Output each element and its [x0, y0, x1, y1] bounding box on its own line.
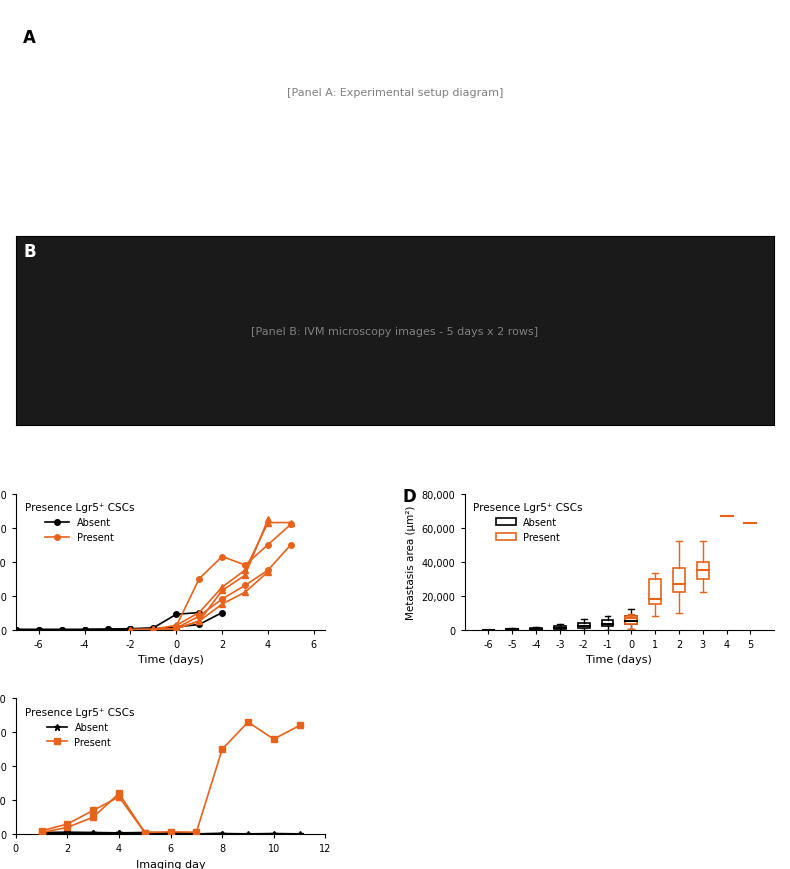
FancyBboxPatch shape: [649, 579, 661, 604]
FancyBboxPatch shape: [673, 568, 685, 593]
Legend: Absent, Present: Absent, Present: [21, 703, 138, 751]
X-axis label: Imaging day: Imaging day: [136, 859, 205, 869]
FancyBboxPatch shape: [697, 562, 709, 579]
Legend: Absent, Present: Absent, Present: [21, 499, 138, 547]
Text: A: A: [24, 30, 36, 48]
Legend: Absent, Present: Absent, Present: [469, 499, 587, 547]
X-axis label: Time (days): Time (days): [586, 654, 653, 665]
FancyBboxPatch shape: [626, 616, 638, 625]
FancyBboxPatch shape: [554, 627, 566, 629]
Text: B: B: [24, 242, 36, 261]
FancyBboxPatch shape: [577, 623, 589, 628]
Y-axis label: Metastasis area (µm²): Metastasis area (µm²): [406, 505, 416, 619]
FancyBboxPatch shape: [601, 620, 614, 627]
Text: [Panel A: Experimental setup diagram]: [Panel A: Experimental setup diagram]: [287, 88, 503, 98]
FancyBboxPatch shape: [626, 616, 638, 625]
Text: [Panel B: IVM microscopy images - 5 days x 2 rows]: [Panel B: IVM microscopy images - 5 days…: [251, 326, 539, 336]
Text: D: D: [403, 488, 416, 505]
X-axis label: Time (days): Time (days): [137, 654, 204, 665]
FancyBboxPatch shape: [530, 628, 542, 629]
